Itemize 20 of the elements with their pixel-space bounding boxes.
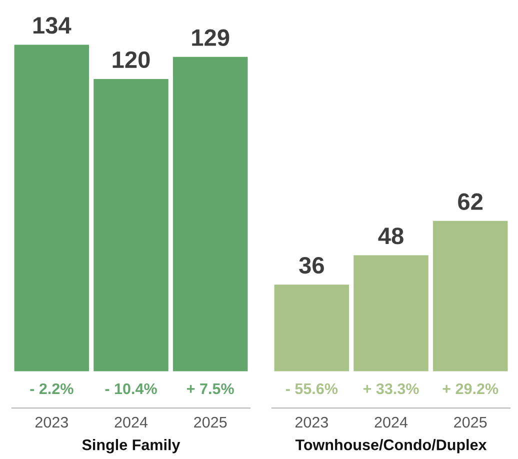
x-tick-label: 2025 xyxy=(454,416,487,428)
data-label: 134 xyxy=(33,17,72,34)
text: + 7.5% xyxy=(186,383,234,394)
text: + 33.3% xyxy=(363,383,419,394)
data-label: 62 xyxy=(458,193,483,210)
text: + 29.2% xyxy=(442,383,498,394)
data-label: 48 xyxy=(378,228,404,244)
x-axis-title: Single Family xyxy=(82,439,180,454)
data-label: 120 xyxy=(112,51,150,68)
text: - 2.2% xyxy=(30,383,74,394)
x-axis-title: Townhouse/Condo/Duplex xyxy=(295,439,487,454)
data-label: 36 xyxy=(299,256,324,274)
x-tick-label: 2023 xyxy=(295,416,328,428)
x-tick-label: 2024 xyxy=(114,416,148,428)
x-tick-label: 2023 xyxy=(35,416,68,428)
text: - 55.6% xyxy=(286,383,338,394)
x-tick-label: 2024 xyxy=(374,416,408,428)
data-label: 129 xyxy=(192,29,230,46)
x-tick-label: 2025 xyxy=(194,416,227,428)
text: - 10.4% xyxy=(105,383,157,394)
